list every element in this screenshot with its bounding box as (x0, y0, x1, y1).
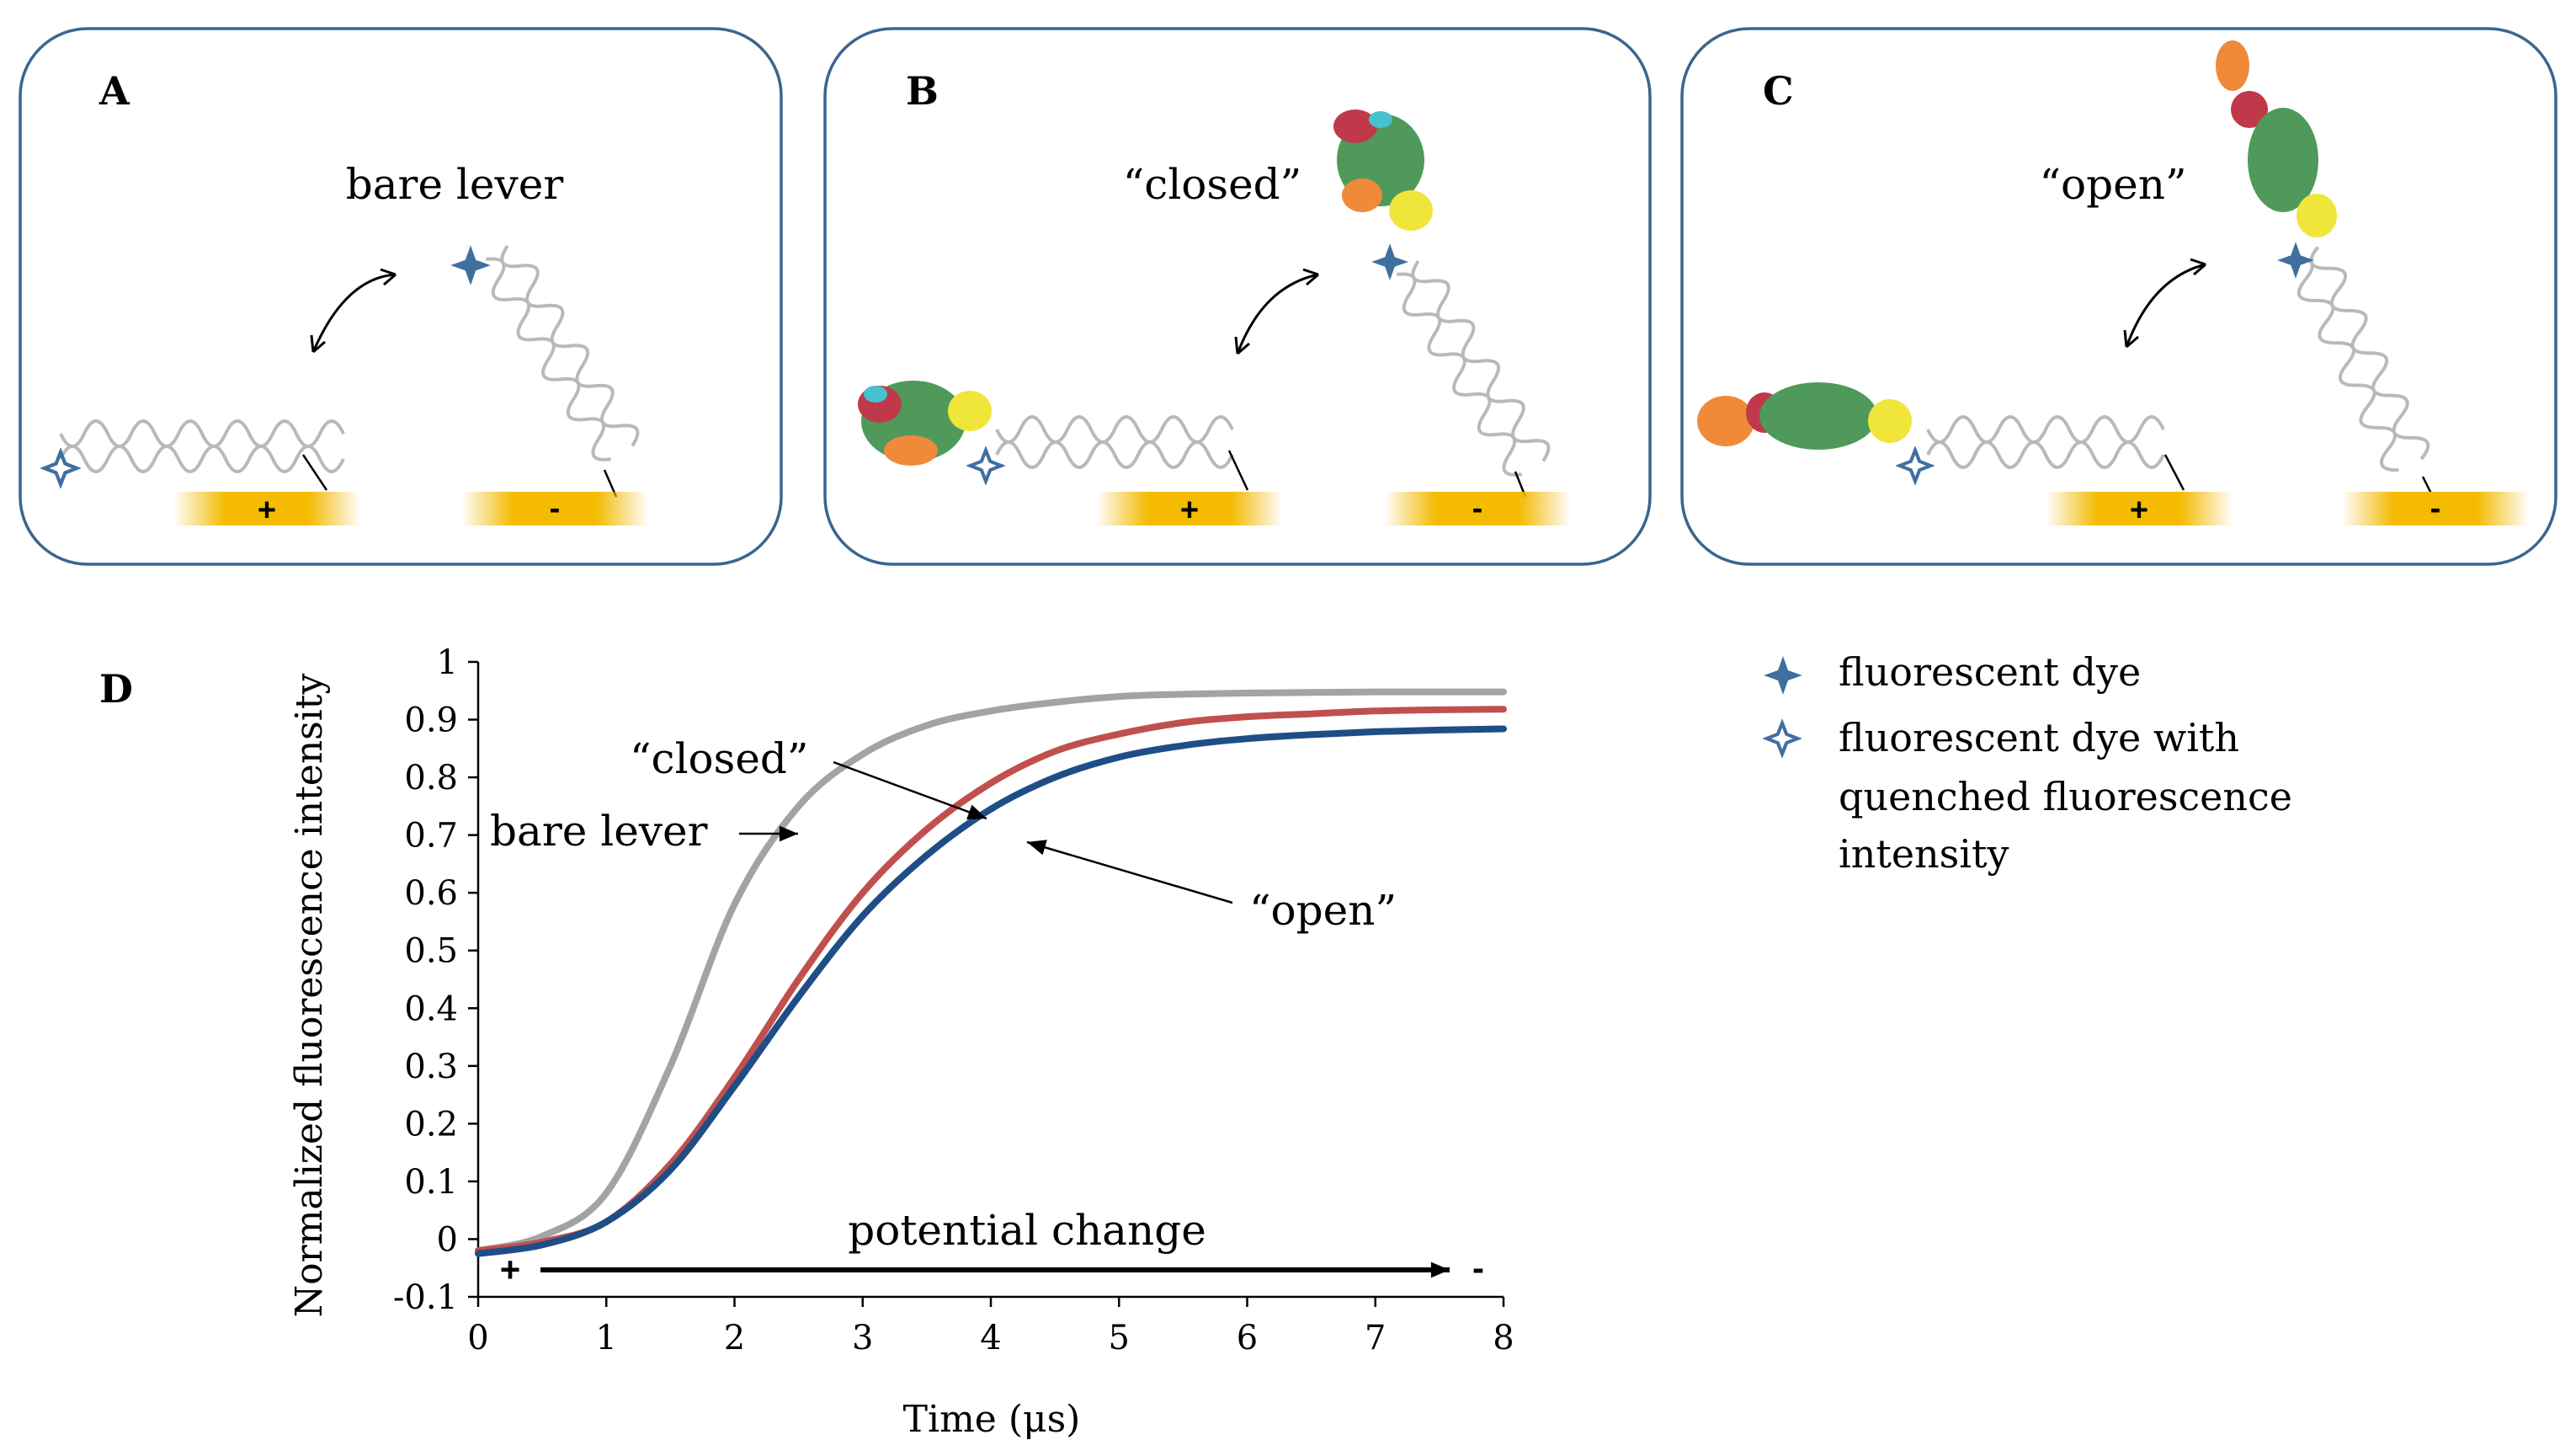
annotation-open: “open” (1249, 886, 1397, 935)
panel-b-caption: “closed” (1123, 160, 1301, 209)
motor-domain-open-diagonal (2216, 40, 2337, 237)
annotation-closed: “closed” (630, 734, 808, 783)
axes: -0.100.10.20.30.40.50.60.70.80.910 1 2 3 4 5 6… (393, 643, 1514, 1357)
electrode-plus (1096, 492, 1283, 525)
x-tick-label: 4 (980, 1319, 1001, 1357)
panel-b: B “closed” (823, 27, 1652, 566)
y-tick-label: 0.1 (404, 1163, 458, 1202)
annotation-open-arrow-head (1027, 840, 1047, 856)
electrode-plus-label: + (1180, 493, 1199, 528)
rotation-arrow (310, 268, 397, 354)
electrode-plus (2046, 492, 2233, 525)
annotation-plus: + (500, 1250, 521, 1289)
panel-b-letter: B (906, 68, 939, 114)
y-tick-label: 0.7 (404, 817, 458, 856)
legend-dye-icon (1764, 656, 1802, 695)
y-tick-label: 0.8 (404, 759, 458, 797)
motor-domain-open-horizontal (1697, 382, 1912, 450)
annotations: bare lever “closed” “open” potential change… (490, 734, 1484, 1289)
rotation-arrow (1234, 268, 1319, 355)
x-tick-label: 3 (852, 1319, 873, 1357)
y-tick-label: 0.9 (404, 701, 458, 740)
y-tick-label: 0.5 (404, 932, 458, 971)
panel-a-frame (19, 27, 783, 566)
lever-helix-diagonal (1397, 259, 1551, 477)
electrode-minus-label: - (550, 491, 561, 526)
x-tick-label: 5 (1109, 1319, 1130, 1357)
annotation-potential-arrow-head (1430, 1261, 1450, 1278)
linker (2164, 454, 2185, 491)
panel-a-caption: bare lever (346, 160, 564, 209)
electrode-plus-label: + (258, 493, 276, 528)
chart-panel-letter: D (99, 666, 133, 712)
series-open (475, 725, 1507, 1257)
y-tick-label: 0 (437, 1220, 458, 1259)
annotation-closed-arrow (833, 760, 987, 820)
panel-c-frame (1680, 27, 2557, 566)
panel-a: A bare lever + - (19, 27, 783, 566)
panel-c: C “open” (1680, 27, 2557, 566)
x-tick-label: 7 (1365, 1319, 1386, 1357)
legend-quenched-line2: quenched fluorescence (1839, 774, 2292, 819)
series (475, 688, 1507, 1257)
x-axis-label: Time (μs) (903, 1398, 1081, 1441)
electrode-minus-label: - (1472, 491, 1483, 526)
y-tick-label: 1 (437, 643, 458, 682)
y-tick-label: 0.2 (404, 1105, 458, 1144)
legend-dye-label: fluorescent dye (1839, 649, 2141, 695)
linker (1227, 450, 1249, 491)
annotation-minus: - (1472, 1248, 1484, 1288)
x-tick-label: 6 (1237, 1319, 1258, 1357)
y-tick-label: -0.1 (393, 1278, 458, 1317)
electrode-minus-label: - (2430, 491, 2441, 526)
annotation-open-arrow (1026, 840, 1233, 904)
linker (301, 454, 328, 491)
lever-helix-horizontal (995, 415, 1234, 469)
legend-quenched-line1: fluorescent dye with (1839, 715, 2239, 760)
y-axis-label: Normalized fluorescence intensity (288, 674, 331, 1318)
legend-quenched-icon (1767, 723, 1798, 755)
y-tick-label: 0.4 (404, 989, 458, 1028)
electrode-plus (173, 492, 360, 525)
rotation-arrow (2123, 258, 2206, 349)
panel-c-caption: “open” (2039, 160, 2186, 209)
legend-quenched-line3: intensity (1839, 831, 2009, 877)
lever-helix-diagonal (2295, 246, 2430, 472)
x-tick-label: 8 (1493, 1319, 1514, 1357)
annotation-closed-arrow-head (966, 804, 987, 820)
lever-helix-horizontal (1926, 415, 2165, 469)
chart: D -0.100.10.20.30.40.50.60.70.80.910 1 2 3 4… (99, 643, 1514, 1441)
annotation-bare-lever: bare lever (490, 807, 708, 856)
lever-helix-diagonal (486, 244, 640, 461)
electrode-minus (2342, 492, 2529, 525)
annotation-bare-arrow-head (779, 825, 798, 842)
panel-c-letter: C (1763, 68, 1794, 114)
y-tick-label: 0.3 (404, 1048, 458, 1086)
x-tick-label: 2 (724, 1319, 745, 1357)
electrode-plus-label: + (2130, 493, 2148, 528)
electrode-minus (1384, 492, 1571, 525)
motor-domain-closed-diagonal (1333, 109, 1433, 231)
legend: fluorescent dye fluorescent dye with que… (1764, 649, 2292, 877)
motor-domain-closed-horizontal (858, 381, 992, 466)
lever-helix-horizontal (59, 419, 345, 473)
x-tick-label: 0 (467, 1319, 488, 1357)
electrode-minus (461, 492, 648, 525)
panel-a-letter: A (98, 68, 130, 114)
panel-b-frame (823, 27, 1652, 566)
annotation-potential-change: potential change (848, 1206, 1206, 1255)
y-tick-label: 0.6 (404, 874, 458, 913)
x-tick-label: 1 (596, 1319, 617, 1357)
series-bare-lever (475, 688, 1507, 1255)
series-closed (475, 706, 1507, 1255)
